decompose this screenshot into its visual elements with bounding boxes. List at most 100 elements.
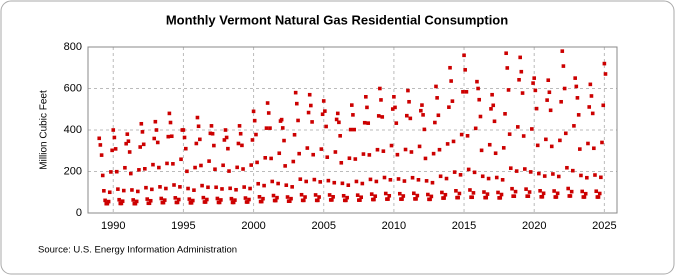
data-point	[518, 55, 522, 60]
data-point	[231, 200, 236, 205]
data-point	[285, 195, 290, 199]
data-point	[325, 155, 330, 159]
data-point	[334, 117, 339, 122]
data-point	[575, 96, 580, 100]
data-point	[331, 195, 335, 199]
data-point	[590, 111, 595, 116]
data-point	[305, 146, 310, 150]
data-point	[533, 88, 538, 93]
data-point	[175, 200, 180, 205]
data-point	[569, 189, 574, 194]
data-point	[503, 112, 507, 116]
data-point	[206, 185, 210, 190]
data-point	[386, 197, 390, 201]
data-point	[133, 201, 138, 206]
plot-frame	[87, 46, 618, 214]
data-point	[434, 84, 438, 89]
data-point	[256, 181, 261, 186]
data-point	[422, 127, 427, 132]
data-point	[523, 167, 527, 171]
data-point	[578, 147, 582, 151]
data-point	[482, 190, 486, 194]
data-point	[602, 61, 607, 66]
data-point	[510, 186, 514, 191]
data-point	[489, 107, 493, 111]
data-point	[152, 136, 157, 141]
data-point	[530, 127, 534, 131]
data-point	[390, 107, 395, 111]
data-point	[179, 157, 183, 162]
data-point	[219, 198, 223, 202]
data-point	[576, 113, 581, 117]
data-point	[541, 191, 546, 196]
data-point	[428, 197, 432, 202]
data-point	[292, 132, 297, 137]
data-point	[353, 157, 358, 161]
data-point	[99, 153, 104, 157]
data-point	[159, 196, 164, 201]
data-point	[261, 196, 265, 201]
data-point	[496, 190, 500, 195]
data-point	[120, 199, 125, 203]
data-point	[548, 108, 553, 113]
data-point	[277, 151, 282, 156]
data-point	[304, 179, 308, 184]
y-tick-label: 0	[76, 207, 82, 219]
data-point	[321, 99, 326, 103]
data-point	[574, 84, 579, 89]
data-point	[448, 65, 452, 70]
data-point	[176, 197, 181, 202]
data-point	[601, 103, 606, 108]
data-point	[121, 188, 126, 193]
data-point	[588, 82, 593, 87]
data-point	[238, 131, 243, 136]
data-point	[344, 198, 348, 203]
data-point	[444, 176, 449, 181]
data-point	[373, 194, 378, 198]
data-point	[592, 146, 596, 151]
data-point	[478, 114, 483, 119]
data-point	[303, 195, 307, 199]
data-point	[544, 137, 548, 142]
data-point	[440, 190, 444, 195]
y-tick-label: 400	[64, 124, 82, 136]
data-point	[319, 147, 324, 151]
data-point	[454, 188, 458, 193]
data-point	[416, 178, 421, 182]
data-point	[393, 105, 397, 110]
data-point	[582, 195, 587, 199]
data-point	[400, 197, 404, 201]
data-point	[154, 128, 159, 132]
x-tick-label: 1995	[171, 220, 195, 232]
data-point	[164, 186, 168, 191]
data-point	[318, 180, 323, 184]
data-point	[346, 183, 351, 187]
data-point	[200, 183, 204, 188]
data-point	[213, 167, 217, 172]
data-point	[250, 138, 255, 142]
x-tick-label: 2000	[241, 220, 265, 232]
data-point	[207, 159, 211, 163]
data-point	[369, 192, 374, 196]
data-point	[212, 143, 216, 148]
data-point	[556, 174, 561, 179]
data-point	[585, 175, 589, 180]
data-point	[150, 187, 154, 192]
data-point	[229, 196, 234, 201]
data-point	[521, 134, 526, 138]
data-point	[143, 167, 147, 171]
data-point	[189, 201, 194, 205]
data-point	[593, 173, 597, 177]
data-point	[107, 190, 112, 195]
data-point	[298, 177, 303, 181]
data-point	[275, 195, 279, 200]
data-point	[417, 144, 422, 149]
data-point	[293, 90, 298, 95]
data-point	[125, 132, 130, 136]
data-point	[198, 137, 202, 142]
data-point	[247, 197, 251, 202]
data-point	[317, 195, 321, 199]
data-point	[97, 136, 102, 141]
data-point	[475, 79, 479, 84]
